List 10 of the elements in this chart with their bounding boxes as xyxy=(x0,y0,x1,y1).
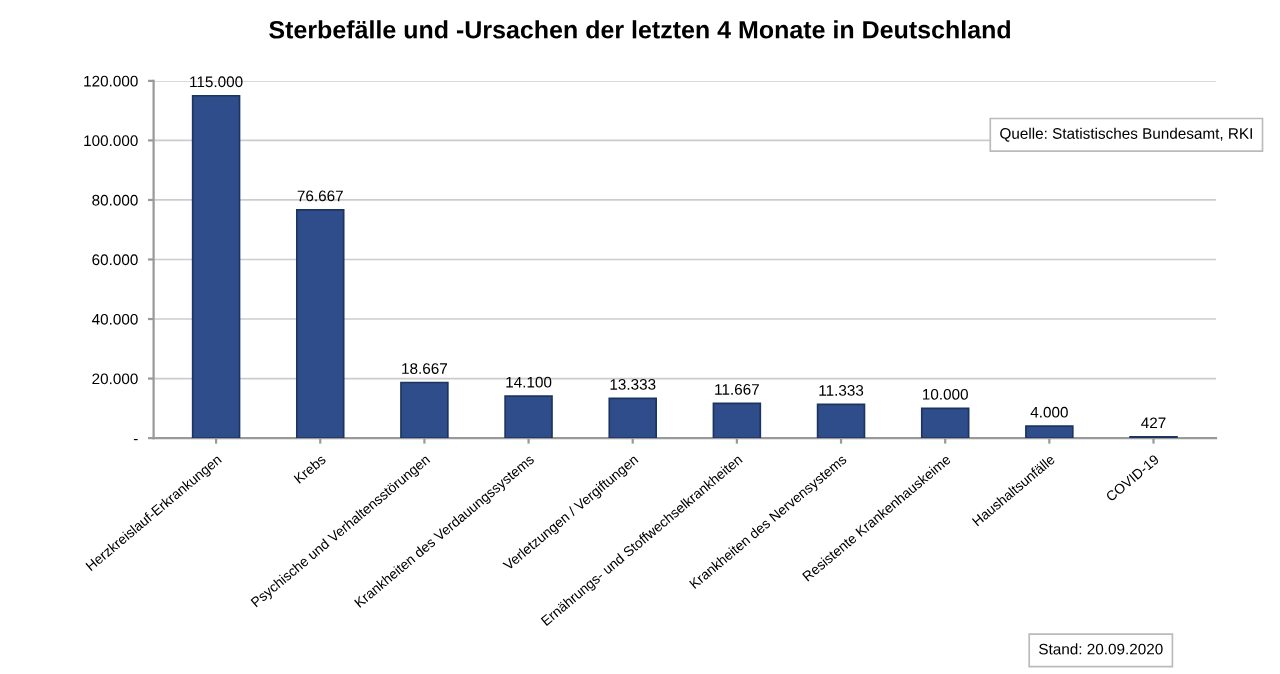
bar xyxy=(816,403,866,439)
bar xyxy=(1025,425,1074,439)
bar xyxy=(608,397,657,439)
chart-title: Sterbefälle und -Ursachen der letzten 4 Monate in Deutschland xyxy=(269,20,1010,39)
bar xyxy=(920,407,970,439)
bar xyxy=(504,395,553,439)
bar xyxy=(400,381,449,439)
bar xyxy=(295,209,345,439)
bar xyxy=(712,402,762,439)
bar xyxy=(191,94,241,439)
